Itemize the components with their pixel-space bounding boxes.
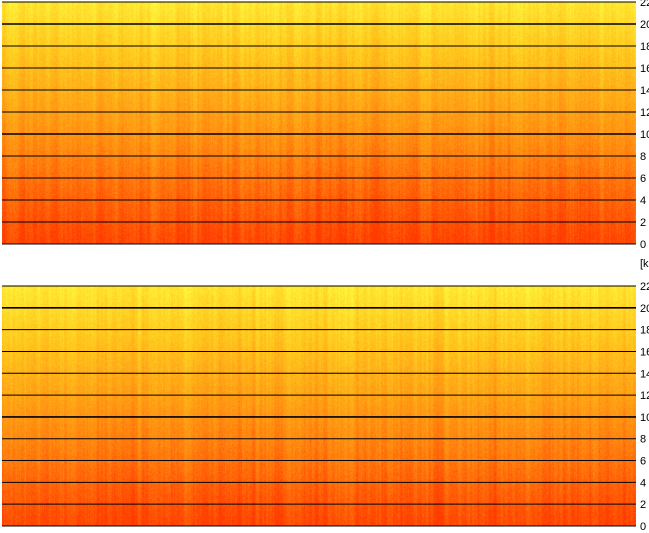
spectrogram-axes-bottom: 0 2 4 6 8 10 12 14 16 18 20 22 <box>2 281 649 533</box>
bottom-tick-label-22: 22 <box>640 281 649 293</box>
bottom-tick-label-0: 0 <box>640 521 646 533</box>
top-tick-label-22: 22 <box>640 0 649 9</box>
frequency-unit-label: [k <box>640 258 649 270</box>
spectrogram-panel-bottom: 0 2 4 6 8 10 12 14 16 18 20 22 <box>0 280 649 533</box>
top-tick-label-6: 6 <box>640 173 646 185</box>
bottom-tick-label-8: 8 <box>640 434 646 446</box>
top-tick-label-4: 4 <box>640 195 646 207</box>
bottom-tick-label-6: 6 <box>640 456 646 468</box>
spectrogram-panel-top: 0 2 4 6 8 10 12 14 16 18 20 22 <box>0 0 649 250</box>
spectrogram-axes-top: 0 2 4 6 8 10 12 14 16 18 20 22 <box>2 0 649 250</box>
top-tick-label-8: 8 <box>640 151 646 163</box>
spectrogram-image-top <box>2 2 636 244</box>
top-tick-label-14: 14 <box>640 85 649 97</box>
top-tick-label-0: 0 <box>640 239 646 250</box>
bottom-tick-label-2: 2 <box>640 499 646 511</box>
bottom-tick-label-14: 14 <box>640 368 649 380</box>
bottom-tick-label-16: 16 <box>640 346 649 358</box>
top-tick-label-18: 18 <box>640 41 649 53</box>
top-tick-label-12: 12 <box>640 107 649 119</box>
top-tick-label-20: 20 <box>640 19 649 31</box>
spectrogram-image-bottom <box>2 286 636 526</box>
top-tick-label-2: 2 <box>640 217 646 229</box>
bottom-tick-label-18: 18 <box>640 325 649 337</box>
bottom-tick-label-12: 12 <box>640 390 649 402</box>
top-tick-label-10: 10 <box>640 129 649 141</box>
top-tick-label-16: 16 <box>640 63 649 75</box>
bottom-tick-label-4: 4 <box>640 477 646 489</box>
bottom-tick-label-10: 10 <box>640 412 649 424</box>
bottom-tick-label-20: 20 <box>640 303 649 315</box>
